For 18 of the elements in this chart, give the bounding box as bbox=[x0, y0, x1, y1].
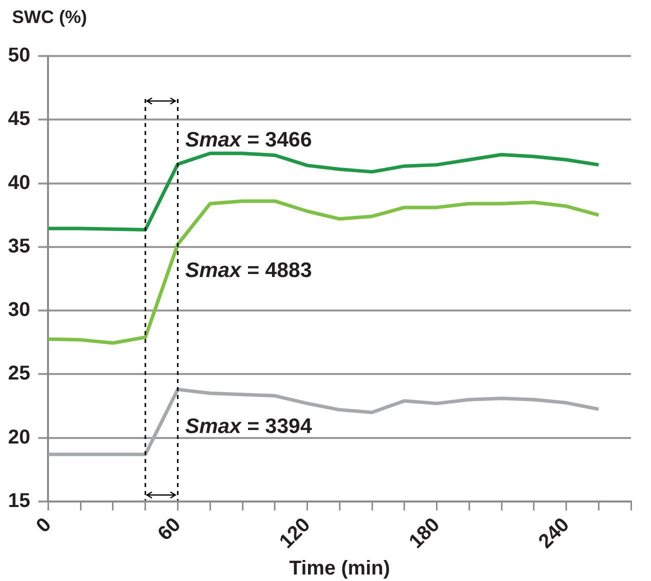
y-axis-title: SWC (%) bbox=[12, 6, 87, 27]
y-tick-label: 30 bbox=[8, 299, 30, 322]
annotation: Smax = 3394 bbox=[185, 414, 312, 438]
annotation: Smax = 4883 bbox=[185, 258, 312, 282]
y-tick-label: 45 bbox=[8, 108, 30, 130]
x-tick-label: 120 bbox=[276, 514, 315, 553]
x-tick-label: 180 bbox=[405, 514, 444, 553]
x-tick-label: 0 bbox=[32, 514, 56, 538]
y-tick-label: 50 bbox=[8, 44, 30, 67]
x-tick-label: 60 bbox=[154, 514, 186, 546]
y-tick-label: 35 bbox=[8, 235, 30, 258]
y-tick-label: 15 bbox=[8, 490, 30, 512]
y-tick-label: 20 bbox=[8, 426, 30, 448]
x-tick-label: 240 bbox=[534, 514, 574, 553]
annotation: Smax = 3466 bbox=[185, 128, 312, 152]
x-axis-title: Time (min) bbox=[289, 558, 390, 580]
y-tick-label: 40 bbox=[8, 172, 30, 194]
y-tick-label: 25 bbox=[8, 362, 30, 385]
